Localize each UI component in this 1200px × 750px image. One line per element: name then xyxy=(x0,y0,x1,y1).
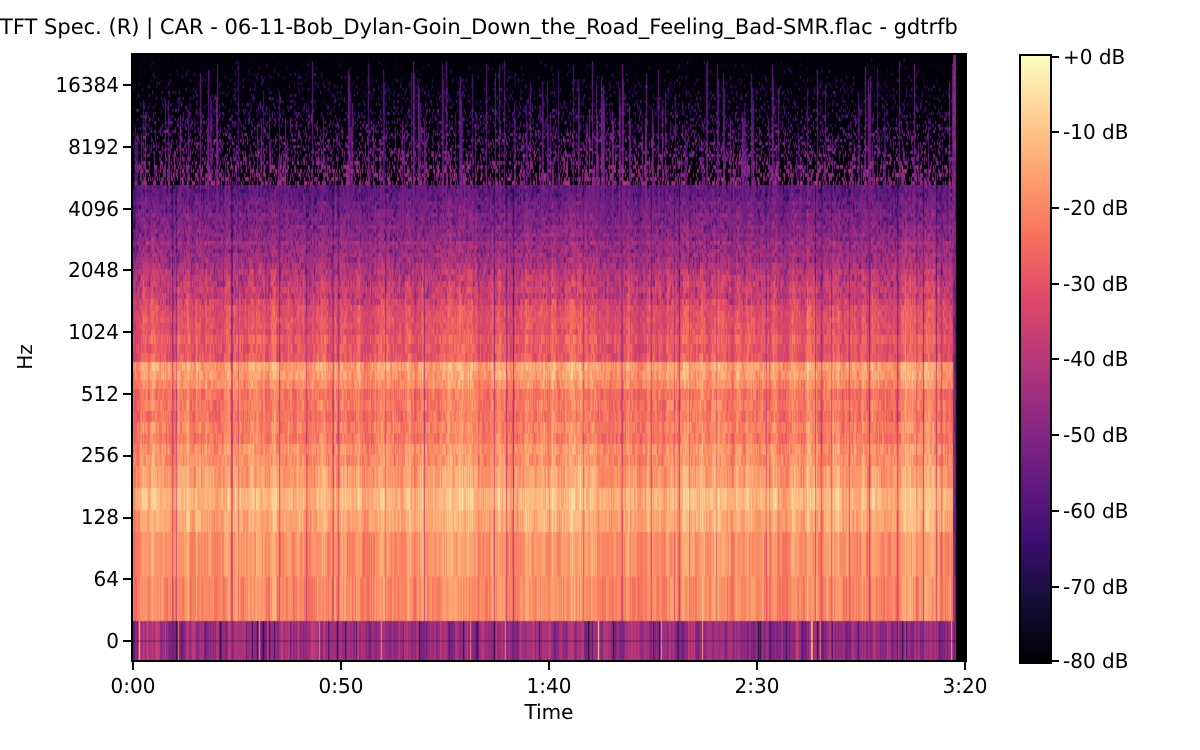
colorbar-tick-mark xyxy=(1052,131,1059,133)
y-tick-label: 128 xyxy=(80,505,119,529)
colorbar-tick-label: -70 dB xyxy=(1063,575,1129,599)
y-tick-mark xyxy=(123,578,131,580)
colorbar-tick-mark xyxy=(1052,660,1059,662)
x-tick-label: 3:20 xyxy=(942,674,988,698)
colorbar-tick-mark xyxy=(1052,283,1059,285)
x-axis-label: Time xyxy=(524,700,574,724)
colorbar-tick-label: +0 dB xyxy=(1063,45,1126,69)
y-tick-label: 2048 xyxy=(68,258,119,282)
colorbar-tick-label: -80 dB xyxy=(1063,649,1129,673)
y-tick-label: 64 xyxy=(93,567,119,591)
y-tick-mark xyxy=(123,517,131,519)
y-tick-mark xyxy=(123,640,131,642)
colorbar-tick-mark xyxy=(1052,510,1059,512)
y-tick-mark xyxy=(123,331,131,333)
colorbar-tick-mark xyxy=(1052,434,1059,436)
colorbar-tick-label: -60 dB xyxy=(1063,499,1129,523)
y-tick-label: 256 xyxy=(80,443,119,467)
x-tick-label: 1:40 xyxy=(526,674,572,698)
y-tick-label: 16384 xyxy=(55,73,119,97)
spectrogram-heatmap xyxy=(133,55,967,662)
colorbar xyxy=(1019,54,1052,664)
y-axis-label: Hz xyxy=(12,344,37,370)
x-tick-mark xyxy=(964,662,966,670)
x-tick-mark xyxy=(132,662,134,670)
colorbar-tick-mark xyxy=(1052,586,1059,588)
y-tick-mark xyxy=(123,455,131,457)
colorbar-tick-mark xyxy=(1052,358,1059,360)
y-tick-mark xyxy=(123,208,131,210)
y-tick-label: 512 xyxy=(80,382,119,406)
colorbar-tick-mark xyxy=(1052,207,1059,209)
y-tick-mark xyxy=(123,84,131,86)
x-tick-label: 0:50 xyxy=(318,674,364,698)
x-tick-mark xyxy=(756,662,758,670)
y-tick-mark xyxy=(123,393,131,395)
colorbar-tick-label: -50 dB xyxy=(1063,423,1129,447)
x-tick-mark xyxy=(340,662,342,670)
y-tick-label: 1024 xyxy=(68,320,119,344)
colorbar-tick-label: -20 dB xyxy=(1063,196,1129,220)
x-tick-label: 2:30 xyxy=(734,674,780,698)
x-tick-mark xyxy=(548,662,550,670)
chart-title: TFT Spec. (R) | CAR - 06-11-Bob_Dylan-Go… xyxy=(0,15,958,39)
colorbar-tick-label: -40 dB xyxy=(1063,347,1129,371)
y-tick-mark xyxy=(123,269,131,271)
x-tick-label: 0:00 xyxy=(110,674,156,698)
y-tick-label: 8192 xyxy=(68,135,119,159)
colorbar-tick-label: -30 dB xyxy=(1063,272,1129,296)
y-tick-mark xyxy=(123,146,131,148)
y-tick-label: 4096 xyxy=(68,197,119,221)
colorbar-tick-mark xyxy=(1052,56,1059,58)
colorbar-tick-label: -10 dB xyxy=(1063,120,1129,144)
y-tick-label: 0 xyxy=(106,629,119,653)
